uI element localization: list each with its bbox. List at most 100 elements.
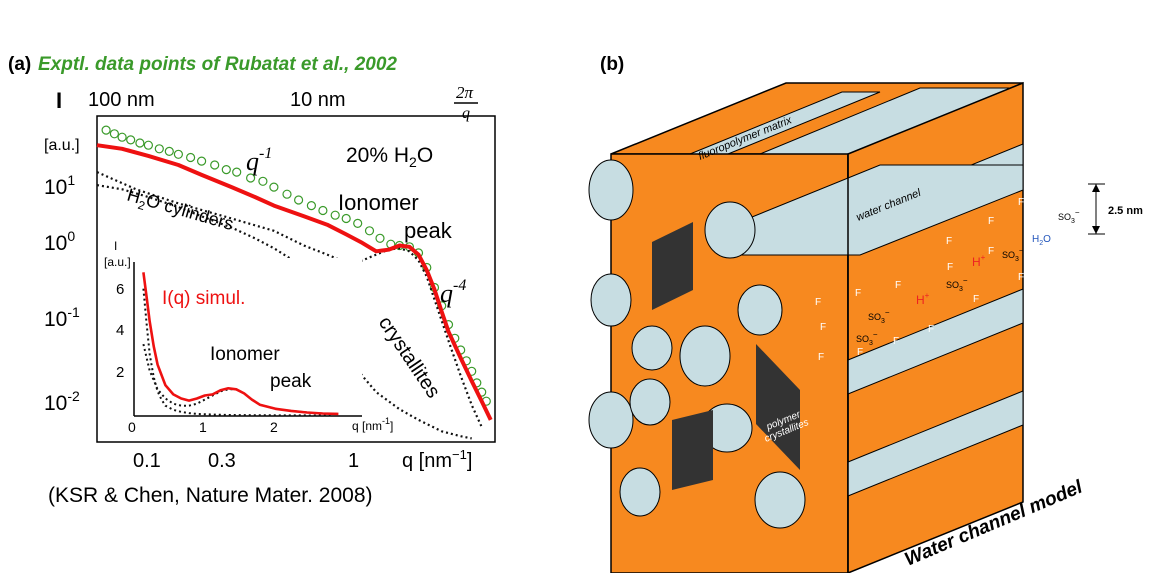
- inset-x-tick-0: 0: [128, 419, 136, 435]
- inset-component-1: [142, 288, 331, 417]
- experiment-point: [109, 129, 120, 139]
- annotation-crystallites: crystallites: [374, 312, 444, 402]
- crystallite-block: [672, 410, 713, 490]
- fluorine-label: F: [1018, 197, 1024, 208]
- main-plot-series: [96, 125, 493, 440]
- y-axis-unit: [a.u.]: [44, 137, 80, 154]
- experiment-point: [126, 135, 136, 145]
- inset-simulation-curve: [142, 272, 339, 416]
- sulfonate-label: SO3−: [946, 276, 968, 293]
- left-face-channel-sections: [588, 159, 806, 529]
- inset-peak-label-1: Ionomer: [210, 344, 280, 365]
- inset-x-label: q [nm-1]: [352, 416, 393, 433]
- experiment-point: [364, 226, 375, 236]
- inset-series-label: I(q) simul.: [162, 288, 245, 309]
- sulfonate-label: SO3−: [1002, 246, 1024, 263]
- panel-b: (b): [588, 54, 1143, 573]
- experiment-point: [330, 210, 340, 220]
- sulfonate-label: SO3−: [856, 330, 878, 347]
- citation: (KSR & Chen, Nature Mater. 2008): [48, 484, 373, 507]
- channel-section: [619, 467, 661, 517]
- fluorine-label: F: [947, 262, 953, 273]
- experiment-point: [341, 213, 351, 224]
- fluorine-label: F: [988, 216, 994, 227]
- channel-section: [754, 471, 806, 529]
- y-tick-minus2: 10-2: [44, 388, 80, 415]
- experiment-point: [164, 146, 174, 156]
- fluorine-label: F: [988, 246, 994, 257]
- inset-y-tick-2: 2: [116, 364, 124, 381]
- experiment-point: [306, 201, 316, 211]
- experiment-point: [210, 160, 220, 170]
- channel-section: [737, 284, 783, 336]
- fluorine-label: F: [973, 294, 979, 305]
- experiment-point: [269, 182, 279, 192]
- y-tick-0: 100: [44, 228, 75, 255]
- annotation-q-minus1: q-1: [246, 145, 272, 176]
- channel-section: [588, 159, 634, 221]
- channel-section: [679, 325, 731, 387]
- experiment-point: [294, 195, 304, 205]
- crystallite-block: [756, 344, 800, 470]
- inset-background: [132, 258, 362, 416]
- experiment-point: [117, 132, 127, 142]
- x-tick-1: 1: [348, 450, 359, 472]
- top-axis-label-100nm: 100 nm: [88, 89, 155, 111]
- y-tick-labels: 101 100 10-1 10-2: [44, 172, 80, 415]
- inset-x-tick-1: 1: [199, 419, 207, 435]
- annotation-h2o-cylinders: H2O cylinders: [124, 185, 236, 238]
- top-axis-label-10nm: 10 nm: [290, 89, 346, 111]
- fluorine-label: F: [855, 288, 861, 299]
- experiment-point: [221, 165, 231, 175]
- fluorine-label: F: [928, 324, 934, 335]
- y-tick-1: 101: [44, 172, 75, 199]
- crystallite-block: [652, 222, 693, 310]
- panel-b-label: (b): [600, 54, 624, 75]
- experiment-point: [353, 218, 363, 228]
- fluorine-label: F: [946, 236, 952, 247]
- fluorine-label: F: [895, 280, 901, 291]
- y-axis-symbol: I: [56, 88, 62, 113]
- channel-section: [631, 325, 673, 371]
- experiment-point: [318, 205, 328, 216]
- inset-series: [142, 272, 339, 417]
- x-tick-labels: 0.1 0.3 1: [133, 450, 359, 472]
- inset-y-tick-4: 4: [116, 322, 124, 339]
- fluorine-label: F: [1060, 252, 1066, 263]
- main-plot-frame: [96, 115, 496, 443]
- inset-y-symbol: I: [114, 239, 117, 253]
- panel-a-label: (a): [8, 54, 31, 75]
- experiment-point: [232, 167, 242, 177]
- fluorine-label: F: [820, 322, 826, 333]
- fluorine-label: F: [1018, 272, 1024, 283]
- top-axis-fraction-num: 2π: [456, 83, 474, 102]
- experiment-point: [375, 233, 385, 243]
- fluorine-label: F: [818, 352, 824, 363]
- annotation-water-content: 20% H2O: [346, 144, 433, 170]
- dimension-arrow-top: [1092, 184, 1100, 192]
- proton-label: H+: [972, 253, 986, 269]
- experiment-point: [143, 140, 153, 150]
- channel-section: [629, 378, 671, 426]
- experiment-point: [101, 125, 111, 135]
- experiment-point: [135, 138, 145, 148]
- y-tick-minus1: 10-1: [44, 304, 80, 331]
- experiment-point: [246, 173, 256, 183]
- panel-a-caption: Exptl. data points of Rubatat et al., 20…: [38, 54, 397, 75]
- inset-plot: I [a.u.] 6 4 2 0 1 2 q [nm-1] I(q) simul…: [104, 239, 393, 435]
- channel-chemistry: FFFFFFFFFFFFFFFFSO3−SO3−SO3−SO3−SO3−H+H+…: [815, 197, 1080, 363]
- experiment-point: [173, 149, 183, 159]
- panel-a: (a) Exptl. data points of Rubatat et al.…: [8, 54, 496, 507]
- experiment-point: [154, 144, 164, 154]
- x-tick-0.3: 0.3: [208, 450, 236, 472]
- experiment-point: [186, 152, 196, 163]
- experiment-point: [282, 189, 292, 199]
- experiment-point: [258, 176, 268, 186]
- fluorine-label: F: [857, 347, 863, 358]
- x-axis-label: q [nm−1]: [402, 447, 472, 472]
- channel-section: [704, 201, 756, 259]
- inset-y-tick-6: 6: [116, 281, 124, 298]
- dimension-bracket: 2.5 nm: [1088, 183, 1143, 235]
- top-axis-fraction-den: q: [462, 105, 470, 122]
